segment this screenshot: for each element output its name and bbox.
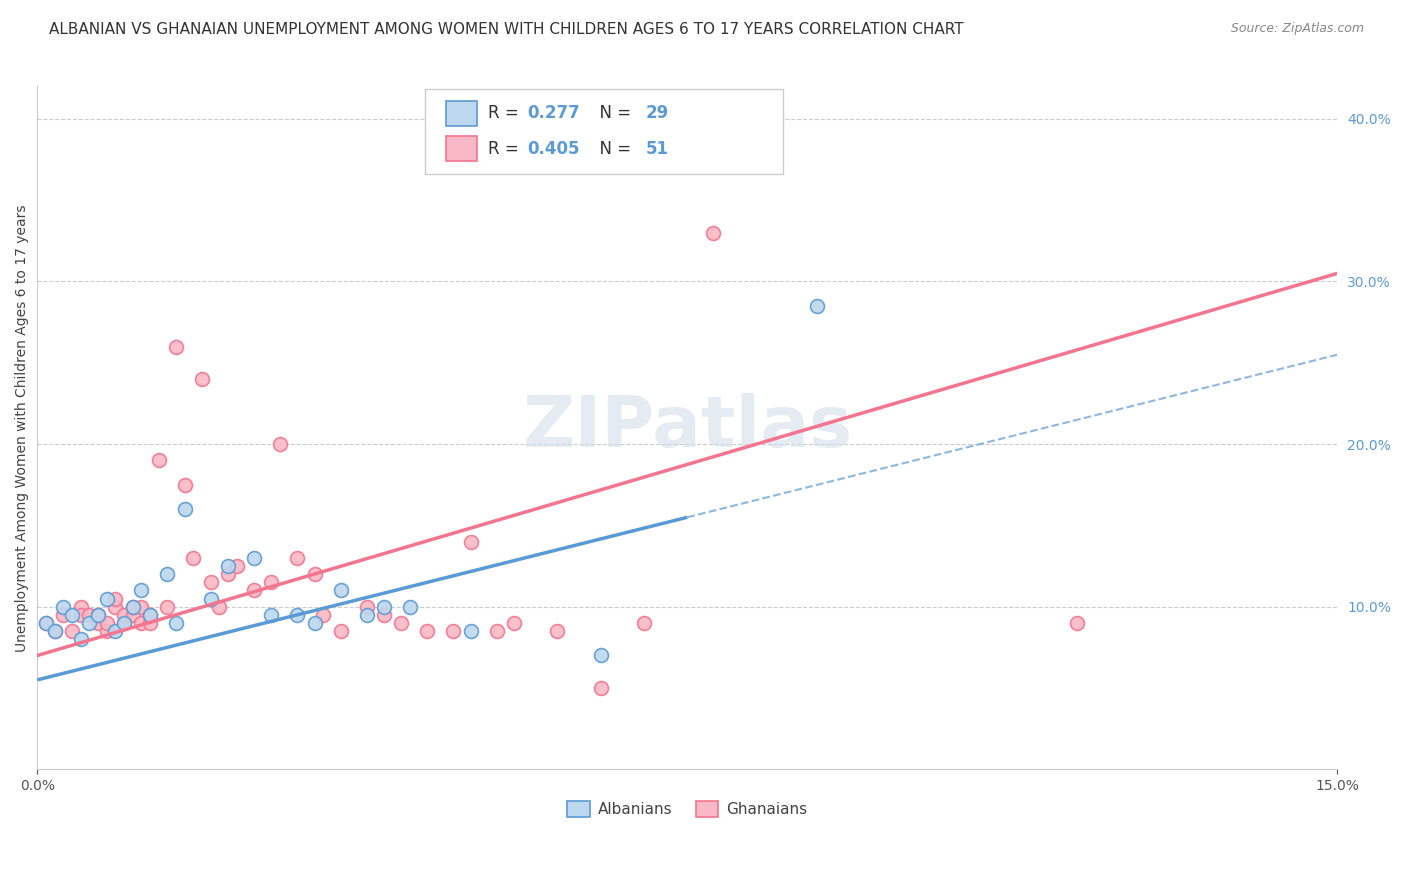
- Point: [460, 534, 482, 549]
- Point: [69, 599, 91, 614]
- Point: [69, 607, 91, 622]
- Text: ALBANIAN VS GHANAIAN UNEMPLOYMENT AMONG WOMEN WITH CHILDREN AGES 6 TO 17 YEARS C: ALBANIAN VS GHANAIAN UNEMPLOYMENT AMONG …: [49, 22, 965, 37]
- Text: 0.277: 0.277: [527, 104, 581, 122]
- Point: [373, 599, 395, 614]
- Point: [79, 607, 101, 622]
- Text: 29: 29: [645, 104, 669, 122]
- Point: [304, 567, 326, 582]
- Text: R =: R =: [488, 140, 524, 158]
- Legend: Albanians, Ghanaians: Albanians, Ghanaians: [561, 795, 813, 823]
- Point: [173, 477, 195, 491]
- Point: [112, 615, 135, 630]
- Point: [148, 453, 170, 467]
- Point: [243, 550, 266, 565]
- Point: [225, 559, 247, 574]
- Point: [35, 615, 58, 630]
- Point: [389, 615, 412, 630]
- Point: [243, 583, 266, 598]
- Point: [200, 591, 222, 606]
- Point: [285, 607, 308, 622]
- Point: [87, 607, 110, 622]
- Point: [1066, 615, 1088, 630]
- Point: [589, 681, 612, 695]
- Point: [121, 599, 143, 614]
- Point: [416, 624, 439, 638]
- Text: 0.405: 0.405: [527, 140, 579, 158]
- Point: [112, 615, 135, 630]
- Text: N =: N =: [589, 104, 637, 122]
- Point: [356, 599, 378, 614]
- Point: [503, 615, 526, 630]
- Point: [139, 607, 162, 622]
- Point: [96, 591, 118, 606]
- Point: [96, 615, 118, 630]
- Point: [52, 607, 75, 622]
- Point: [165, 615, 187, 630]
- Point: [183, 550, 205, 565]
- Point: [87, 615, 110, 630]
- Point: [104, 624, 127, 638]
- Point: [156, 599, 179, 614]
- Point: [60, 607, 83, 622]
- Point: [44, 624, 66, 638]
- Point: [285, 550, 308, 565]
- Point: [546, 624, 568, 638]
- Point: [121, 599, 143, 614]
- Point: [165, 339, 187, 353]
- Point: [104, 599, 127, 614]
- Point: [269, 437, 291, 451]
- Point: [69, 632, 91, 647]
- Point: [131, 615, 153, 630]
- Point: [589, 648, 612, 663]
- Point: [139, 607, 162, 622]
- Point: [217, 567, 239, 582]
- Point: [200, 575, 222, 590]
- Point: [35, 615, 58, 630]
- Point: [131, 583, 153, 598]
- Point: [104, 591, 127, 606]
- Point: [460, 624, 482, 638]
- Point: [441, 624, 464, 638]
- Point: [260, 575, 283, 590]
- Point: [79, 615, 101, 630]
- Point: [173, 502, 195, 516]
- Point: [131, 599, 153, 614]
- Text: ZIPatlas: ZIPatlas: [522, 393, 852, 462]
- Point: [44, 624, 66, 638]
- Point: [217, 559, 239, 574]
- Point: [87, 607, 110, 622]
- Point: [52, 599, 75, 614]
- Point: [121, 607, 143, 622]
- Point: [373, 607, 395, 622]
- Point: [806, 299, 828, 313]
- Point: [329, 583, 352, 598]
- Text: R =: R =: [488, 104, 524, 122]
- Point: [139, 615, 162, 630]
- Point: [356, 607, 378, 622]
- Point: [399, 599, 422, 614]
- Point: [485, 624, 508, 638]
- Point: [60, 624, 83, 638]
- Point: [329, 624, 352, 638]
- Point: [260, 607, 283, 622]
- Text: N =: N =: [589, 140, 637, 158]
- Point: [312, 607, 335, 622]
- Point: [112, 607, 135, 622]
- Point: [304, 615, 326, 630]
- Text: 51: 51: [645, 140, 668, 158]
- Y-axis label: Unemployment Among Women with Children Ages 6 to 17 years: Unemployment Among Women with Children A…: [15, 204, 30, 651]
- Text: Source: ZipAtlas.com: Source: ZipAtlas.com: [1230, 22, 1364, 36]
- Point: [702, 226, 724, 240]
- Point: [156, 567, 179, 582]
- Point: [96, 624, 118, 638]
- Point: [633, 615, 655, 630]
- Point: [208, 599, 231, 614]
- Point: [191, 372, 214, 386]
